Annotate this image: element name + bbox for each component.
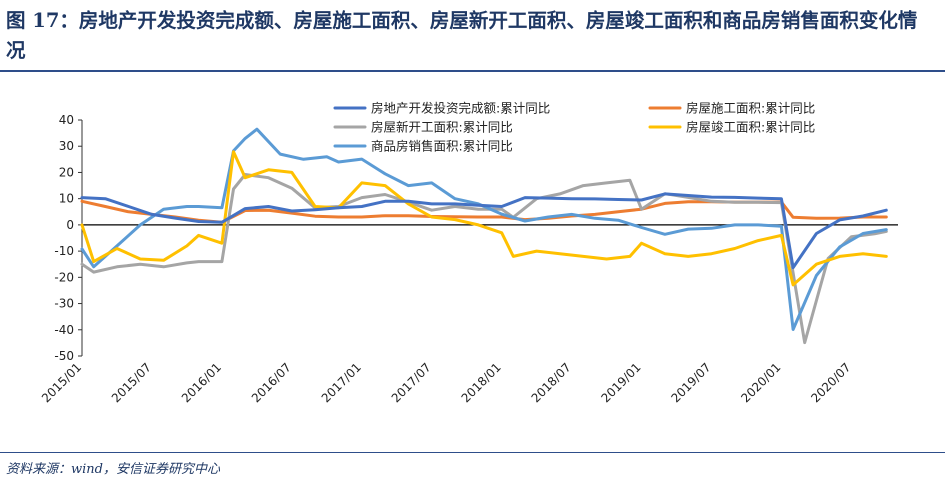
series-line-5 — [80, 127, 888, 331]
y-tick-label: 10 — [59, 192, 74, 206]
legend-label-1: 房地产开发投资完成额:累计同比 — [371, 101, 550, 116]
x-tick-label: 2017/01 — [319, 360, 364, 405]
y-tick-label: -40 — [54, 323, 74, 337]
series-lines — [80, 127, 888, 345]
x-tick-label: 2019/07 — [668, 360, 713, 405]
series-line-3 — [80, 173, 888, 345]
x-tick-label: 2019/01 — [599, 360, 644, 405]
title-divider — [0, 70, 945, 72]
y-tick-label: -30 — [54, 297, 74, 311]
series-line-4 — [80, 150, 888, 287]
y-tick-label: 30 — [59, 139, 74, 153]
legend-label-3: 房屋新开工面积:累计同比 — [371, 120, 513, 135]
y-tick-label: 0 — [66, 218, 74, 232]
title-bar: 图 17：房地产开发投资完成额、房屋施工面积、房屋新开工面积、房屋竣工面积和商品… — [0, 0, 945, 72]
y-tick-label: -50 — [54, 349, 74, 363]
x-tick-label: 2016/01 — [179, 360, 224, 405]
x-tick-label: 2017/07 — [389, 360, 434, 405]
x-tick-label: 2015/01 — [39, 360, 84, 405]
chart-area: 40 30 20 10 0 -10 -20 -30 -40 -50 2015/01 2015/07 20… — [0, 72, 945, 447]
series-line-1 — [80, 192, 888, 270]
legend-label-5: 商品房销售面积:累计同比 — [371, 139, 513, 154]
y-tick-label: -20 — [54, 270, 74, 284]
x-tick-label: 2018/07 — [529, 360, 574, 405]
legend-label-4: 房屋竣工面积:累计同比 — [686, 120, 815, 135]
x-tick-label: 2018/01 — [459, 360, 504, 405]
legend-label-2: 房屋施工面积:累计同比 — [686, 101, 815, 116]
x-tick-label: 2020/07 — [808, 360, 853, 405]
y-tick-label: -10 — [54, 244, 74, 258]
source-divider — [0, 452, 945, 453]
x-tick-label: 2016/07 — [249, 360, 294, 405]
x-tick-label: 2015/07 — [109, 360, 154, 405]
y-tick-label: 40 — [59, 113, 74, 127]
x-tick-label: 2020/01 — [738, 360, 783, 405]
y-tick-label: 20 — [59, 165, 74, 179]
figure-title: 图 17：房地产开发投资完成额、房屋施工面积、房屋新开工面积、房屋竣工面积和商品… — [6, 9, 918, 62]
source-note: 资料来源：wind，安信证券研究中心 — [6, 462, 220, 477]
